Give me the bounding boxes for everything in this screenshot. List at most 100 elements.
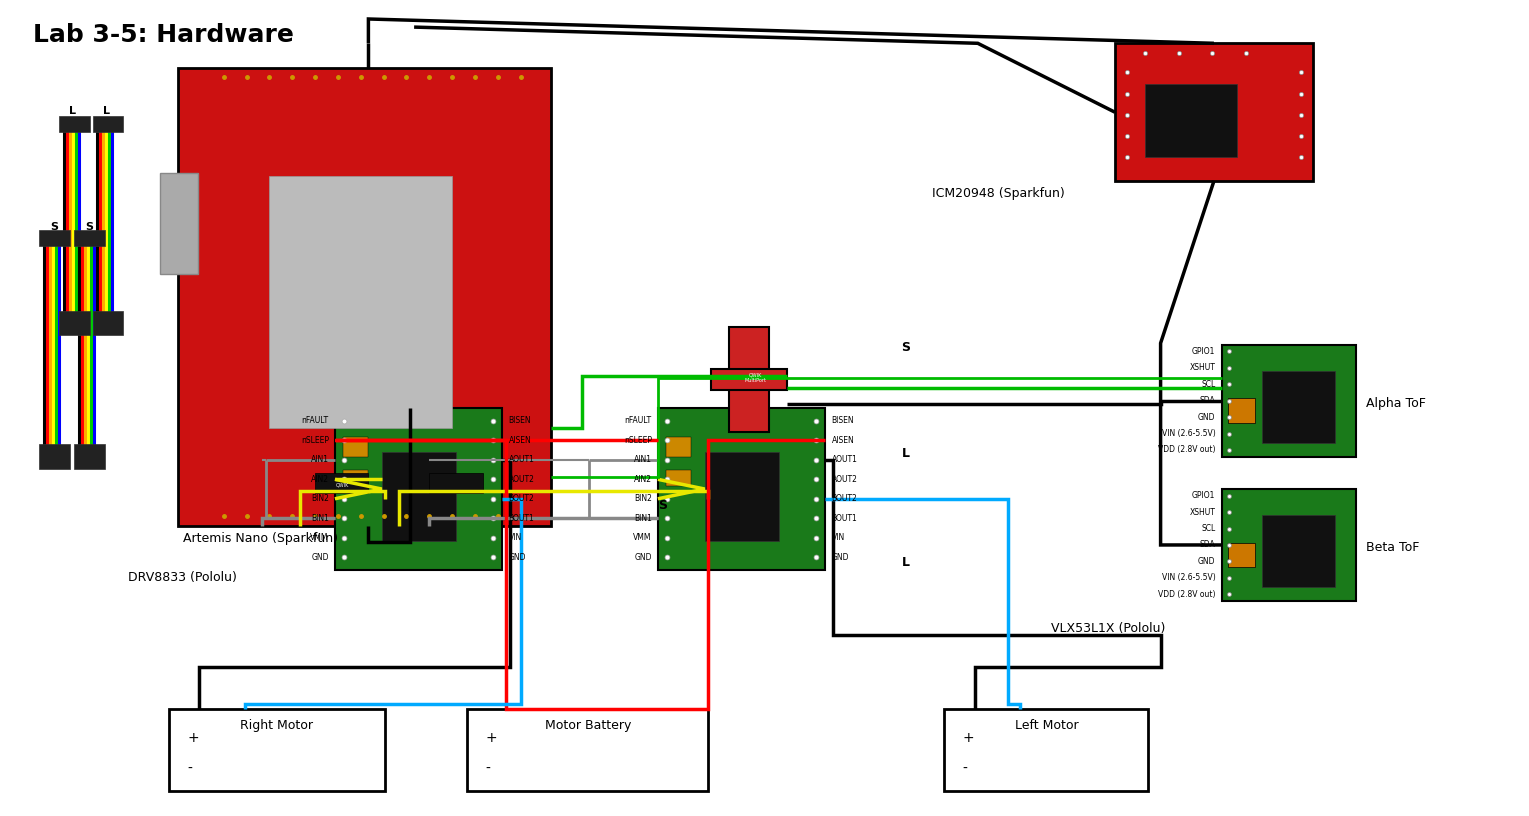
FancyBboxPatch shape [269, 176, 453, 428]
Text: S: S [86, 222, 93, 232]
Text: AOUT2: AOUT2 [832, 475, 858, 484]
Text: L: L [902, 556, 910, 569]
FancyBboxPatch shape [159, 173, 197, 273]
FancyBboxPatch shape [711, 369, 787, 390]
Text: SCL: SCL [1202, 379, 1216, 388]
Text: AIN1: AIN1 [633, 455, 651, 464]
Text: SDA: SDA [1200, 540, 1216, 549]
FancyBboxPatch shape [344, 469, 368, 486]
Text: GND: GND [635, 552, 651, 561]
Text: XSHUT: XSHUT [1190, 508, 1216, 517]
Text: Artemis Nano (Sparkfun): Artemis Nano (Sparkfun) [182, 532, 338, 545]
Text: S: S [50, 222, 58, 232]
Text: VIN: VIN [832, 533, 846, 542]
FancyBboxPatch shape [1145, 84, 1237, 157]
Text: AISEN: AISEN [832, 436, 855, 445]
Text: BIN1: BIN1 [635, 514, 651, 523]
Text: GND: GND [1197, 557, 1216, 565]
Text: GND: GND [832, 552, 849, 561]
FancyBboxPatch shape [667, 469, 691, 486]
Text: XSHUT: XSHUT [1190, 363, 1216, 372]
FancyBboxPatch shape [60, 311, 90, 335]
Text: Left Motor: Left Motor [1015, 719, 1078, 732]
Text: Motor Battery: Motor Battery [544, 719, 631, 732]
Text: BOUT2: BOUT2 [832, 494, 858, 503]
Text: BOUT1: BOUT1 [509, 514, 534, 523]
FancyBboxPatch shape [75, 229, 106, 246]
FancyBboxPatch shape [1115, 43, 1313, 181]
Text: GND: GND [509, 552, 526, 561]
FancyBboxPatch shape [382, 452, 456, 541]
FancyBboxPatch shape [729, 327, 769, 432]
FancyBboxPatch shape [93, 311, 124, 335]
Text: L: L [69, 106, 76, 116]
Text: QWIK: QWIK [336, 482, 349, 488]
Text: BOUT1: BOUT1 [832, 514, 858, 523]
Text: ICM20948 (Sparkfun): ICM20948 (Sparkfun) [933, 188, 1064, 200]
FancyBboxPatch shape [40, 445, 70, 468]
FancyBboxPatch shape [60, 116, 90, 132]
Text: VIN: VIN [509, 533, 521, 542]
Text: AIN1: AIN1 [310, 455, 329, 464]
Text: +: + [963, 731, 974, 745]
Text: VMM: VMM [633, 533, 651, 542]
Text: AOUT2: AOUT2 [509, 475, 535, 484]
FancyBboxPatch shape [1222, 489, 1356, 601]
Text: Beta ToF: Beta ToF [1367, 541, 1419, 554]
Text: VDD (2.8V out): VDD (2.8V out) [1157, 590, 1216, 599]
Text: AISEN: AISEN [509, 436, 531, 445]
Text: VDD (2.8V out): VDD (2.8V out) [1157, 446, 1216, 455]
Text: GND: GND [1197, 413, 1216, 422]
Text: VMM: VMM [310, 533, 329, 542]
Text: SDA: SDA [1200, 397, 1216, 406]
FancyBboxPatch shape [1228, 543, 1255, 567]
Text: AIN2: AIN2 [310, 475, 329, 484]
Text: AOUT1: AOUT1 [509, 455, 535, 464]
FancyBboxPatch shape [93, 116, 124, 132]
FancyBboxPatch shape [945, 709, 1148, 791]
FancyBboxPatch shape [168, 709, 385, 791]
Text: SCL: SCL [1202, 524, 1216, 533]
FancyBboxPatch shape [1261, 370, 1335, 443]
FancyBboxPatch shape [667, 437, 691, 457]
Text: L: L [902, 446, 910, 459]
FancyBboxPatch shape [1228, 398, 1255, 423]
Text: nSLEEP: nSLEEP [624, 436, 651, 445]
FancyBboxPatch shape [40, 229, 70, 246]
Text: Right Motor: Right Motor [240, 719, 313, 732]
Text: BOUT2: BOUT2 [509, 494, 534, 503]
Text: GPIO1: GPIO1 [1193, 491, 1216, 500]
Text: BIN2: BIN2 [635, 494, 651, 503]
FancyBboxPatch shape [657, 408, 826, 570]
FancyBboxPatch shape [75, 445, 106, 468]
Text: BIN1: BIN1 [310, 514, 329, 523]
FancyBboxPatch shape [430, 472, 483, 493]
Text: Lab 3-5: Hardware: Lab 3-5: Hardware [34, 23, 294, 47]
FancyBboxPatch shape [1222, 345, 1356, 457]
Text: nFAULT: nFAULT [301, 416, 329, 425]
Text: BIN2: BIN2 [310, 494, 329, 503]
Text: GPIO1: GPIO1 [1193, 347, 1216, 356]
Text: nSLEEP: nSLEEP [301, 436, 329, 445]
Text: -: - [963, 761, 968, 776]
FancyBboxPatch shape [335, 408, 503, 570]
FancyBboxPatch shape [344, 437, 368, 457]
Text: QWIK
MultiPort: QWIK MultiPort [745, 373, 766, 384]
FancyBboxPatch shape [1261, 515, 1335, 588]
Text: GND: GND [312, 552, 329, 561]
Text: L: L [102, 106, 110, 116]
Text: S: S [657, 499, 667, 512]
FancyBboxPatch shape [177, 68, 552, 526]
Text: Alpha ToF: Alpha ToF [1367, 397, 1427, 410]
Text: VIN (2.6-5.5V): VIN (2.6-5.5V) [1162, 574, 1216, 583]
Text: BISEN: BISEN [509, 416, 531, 425]
Text: VIN (2.6-5.5V): VIN (2.6-5.5V) [1162, 429, 1216, 438]
Text: VLX53L1X (Pololu): VLX53L1X (Pololu) [1050, 622, 1165, 635]
Text: DRV8833 (Pololu): DRV8833 (Pololu) [128, 570, 237, 583]
Text: -: - [486, 761, 491, 776]
Text: AOUT1: AOUT1 [832, 455, 858, 464]
Text: -: - [187, 761, 193, 776]
Text: BISEN: BISEN [832, 416, 855, 425]
FancyBboxPatch shape [315, 472, 368, 493]
Text: nFAULT: nFAULT [625, 416, 651, 425]
